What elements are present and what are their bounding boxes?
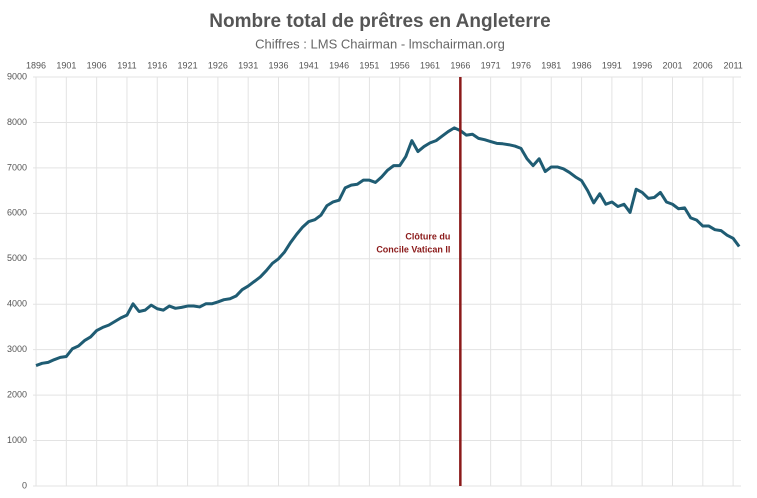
annotation-text: Clôture du bbox=[405, 231, 450, 241]
x-tick-label: 1921 bbox=[178, 60, 198, 70]
chart-subtitle: Chiffres : LMS Chairman - lmschairman.or… bbox=[255, 36, 505, 51]
y-tick-label: 1000 bbox=[7, 435, 27, 445]
x-tick-label: 1996 bbox=[632, 60, 652, 70]
y-tick-label: 5000 bbox=[7, 253, 27, 263]
chart-title: Nombre total de prêtres en Angleterre bbox=[209, 11, 550, 32]
x-tick-label: 1951 bbox=[359, 60, 379, 70]
y-tick-label: 7000 bbox=[7, 162, 27, 172]
x-tick-label: 1961 bbox=[420, 60, 440, 70]
x-tick-label: 1991 bbox=[602, 60, 622, 70]
x-tick-label: 1986 bbox=[572, 60, 592, 70]
y-tick-label: 3000 bbox=[7, 344, 27, 354]
x-tick-label: 1931 bbox=[238, 60, 258, 70]
x-tick-label: 1966 bbox=[450, 60, 470, 70]
x-tick-label: 1956 bbox=[390, 60, 410, 70]
x-tick-label: 1906 bbox=[87, 60, 107, 70]
x-tick-label: 1941 bbox=[299, 60, 319, 70]
x-tick-label: 2006 bbox=[693, 60, 713, 70]
data-line bbox=[35, 126, 741, 367]
x-tick-label: 2001 bbox=[662, 60, 682, 70]
y-tick-label: 2000 bbox=[7, 389, 27, 399]
y-tick-label: 0 bbox=[22, 480, 27, 490]
x-tick-label: 1911 bbox=[117, 60, 136, 70]
x-tick-label: 1936 bbox=[268, 60, 288, 70]
y-tick-label: 6000 bbox=[7, 208, 27, 218]
x-tick-label: 1896 bbox=[26, 60, 46, 70]
x-tick-label: 2011 bbox=[723, 60, 742, 70]
y-tick-label: 4000 bbox=[7, 299, 27, 309]
annotation-text: Concile Vatican II bbox=[376, 244, 450, 254]
y-tick-label: 8000 bbox=[7, 117, 27, 127]
x-tick-label: 1971 bbox=[481, 60, 501, 70]
x-tick-label: 1926 bbox=[208, 60, 228, 70]
x-tick-label: 1976 bbox=[511, 60, 531, 70]
x-tick-label: 1901 bbox=[56, 60, 76, 70]
y-tick-label: 9000 bbox=[7, 71, 27, 81]
x-tick-label: 1916 bbox=[147, 60, 167, 70]
x-tick-label: 1981 bbox=[541, 60, 561, 70]
x-tick-label: 1946 bbox=[329, 60, 349, 70]
